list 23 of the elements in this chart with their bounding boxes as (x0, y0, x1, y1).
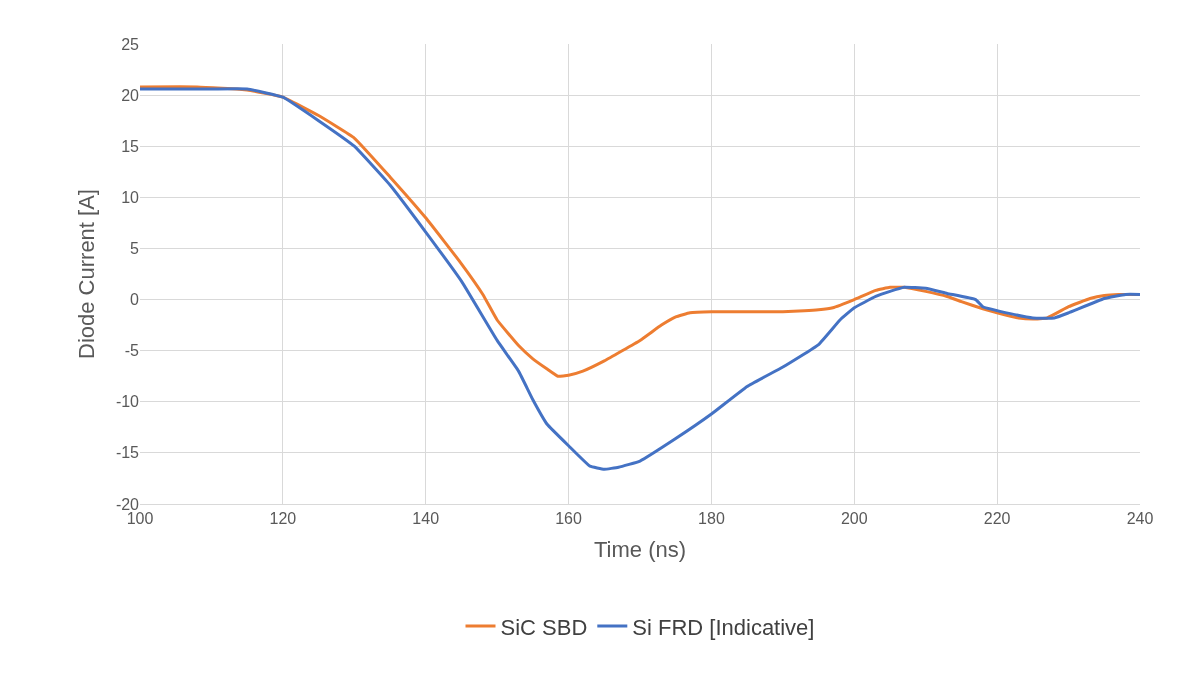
y-tick-label: 20 (121, 86, 140, 104)
x-axis-title: Time (ns) (593, 537, 687, 563)
legend-label: SiC SBD (500, 614, 588, 640)
line-series (140, 87, 1140, 471)
y-tick-label: -20 (115, 495, 140, 513)
x-tick-label: 240 (1126, 510, 1154, 528)
y-tick-label: 10 (121, 188, 140, 206)
x-tick-label: 100 (126, 510, 154, 528)
legend-label: Si FRD [Indicative] (632, 614, 815, 640)
x-tick-label: 200 (840, 510, 868, 528)
y-tick-label: 0 (130, 291, 140, 309)
y-tick-label: -5 (124, 342, 140, 360)
y-tick-label: 25 (121, 35, 140, 53)
x-tick-label: 160 (555, 510, 583, 528)
x-tick-label: 220 (983, 510, 1011, 528)
y-axis-title: Diode Current [A] (73, 189, 99, 359)
y-tick-label: 15 (121, 137, 140, 155)
x-tick-label: 120 (269, 510, 297, 528)
x-tick-label: 140 (412, 510, 440, 528)
x-tick-label: 180 (698, 510, 725, 528)
y-tick-label: -15 (115, 444, 140, 462)
y-tick-label: -10 (115, 393, 140, 411)
y-tick-label: 5 (130, 240, 140, 258)
